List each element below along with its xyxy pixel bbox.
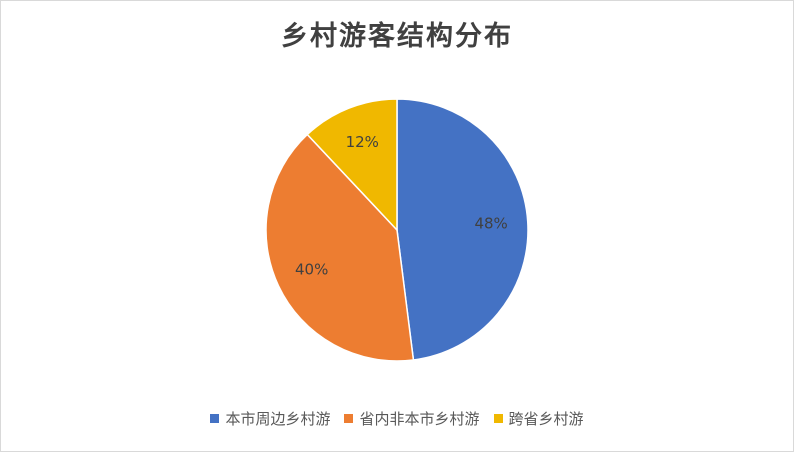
slice-province[interactable] <box>265 133 415 362</box>
legend-swatch-province <box>344 414 354 423</box>
legend-swatch-interprovince <box>493 414 503 423</box>
chart-title: 乡村游客结构分布 <box>281 21 513 52</box>
slice-label-province: 40% <box>295 261 328 279</box>
legend-label-local: 本市周边乡村游 <box>225 410 331 428</box>
legend-item-interprovince[interactable]: 跨省乡村游 <box>493 408 584 429</box>
legend-item-province[interactable]: 省内非本市乡村游 <box>344 408 480 429</box>
legend-swatch-local <box>210 414 220 423</box>
slice-interprovince[interactable] <box>306 98 398 232</box>
legend-label-interprovince: 跨省乡村游 <box>508 410 584 428</box>
slice-label-local: 48% <box>474 215 507 233</box>
legend-item-local[interactable]: 本市周边乡村游 <box>210 408 330 429</box>
legend: 本市周边乡村游 省内非本市乡村游 跨省乡村游 <box>0 408 794 429</box>
slice-label-interprovince: 12% <box>346 133 379 151</box>
legend-label-province: 省内非本市乡村游 <box>359 410 480 428</box>
slice-local[interactable] <box>396 98 529 361</box>
